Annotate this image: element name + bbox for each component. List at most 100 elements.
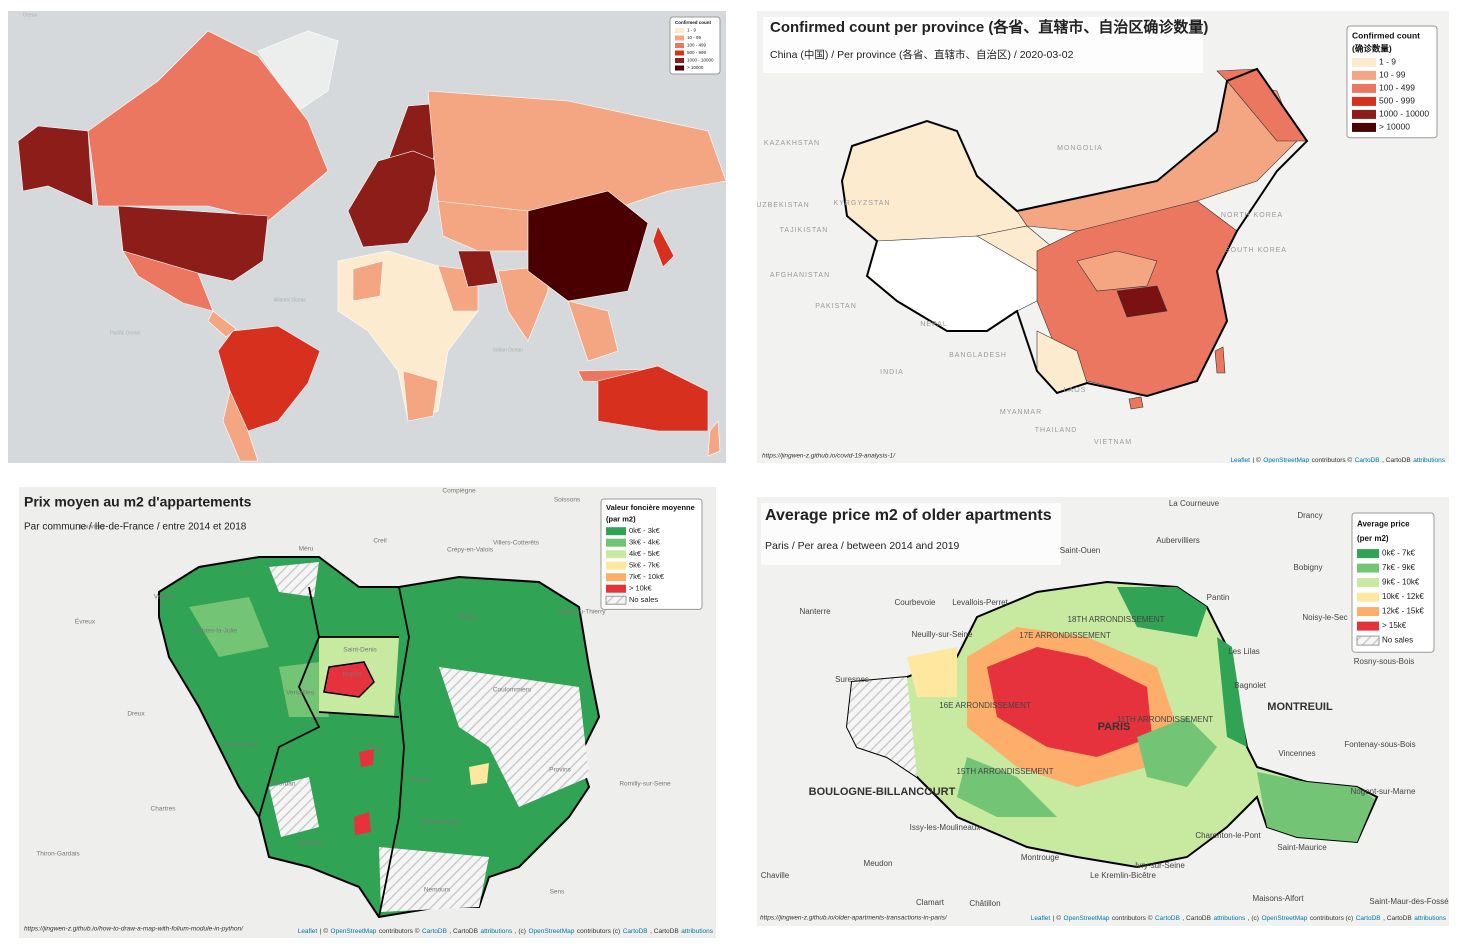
attribution-text: | © (320, 927, 328, 935)
legend-swatch (606, 527, 626, 536)
place-label: Château-Thierry (559, 609, 607, 616)
legend-swatch (1357, 563, 1379, 573)
place-label: BANGLADESH (949, 352, 1007, 359)
legend-swatch (1352, 57, 1376, 67)
place-label: 15TH ARRONDISSEMENT (957, 767, 1054, 776)
map-title: Prix moyen au m2 d'appartements (24, 494, 252, 510)
place-label: MYANMAR (1000, 409, 1042, 416)
attribution-link[interactable]: CartoDB (422, 928, 447, 935)
attribution-text: contributors © (1112, 914, 1153, 922)
legend-label: 10 - 99 (687, 35, 702, 40)
attribution-link[interactable]: Leaflet (1230, 457, 1250, 463)
place-label: Charenton-le-Pont (1195, 831, 1261, 840)
place-label: Nemours (424, 887, 451, 894)
place-label: Crépy-en-Valois (447, 547, 494, 554)
place-label: Issy-les-Moulineaux (910, 823, 981, 832)
place-label: Évreux (75, 617, 96, 626)
place-label: Mantes-la-Jolie (193, 628, 237, 635)
place-label: KAZAKHSTAN (764, 140, 820, 147)
title-box (761, 503, 1061, 565)
place-label: 17E ARRONDISSEMENT (1019, 631, 1111, 640)
legend-label: 4k€ - 5k€ (629, 549, 661, 558)
attribution-link[interactable]: OpenStreetMap (1064, 915, 1110, 922)
place-label: AFGHANISTAN (770, 272, 830, 279)
attribution-link[interactable]: CartoDB (1356, 915, 1381, 922)
attribution-link[interactable]: attributions (1213, 915, 1246, 922)
legend-label: 10k€ - 12k€ (1382, 592, 1424, 601)
attribution-link[interactable]: attributions (1414, 915, 1447, 922)
attribution-link[interactable]: attributions (1413, 457, 1446, 463)
legend-title: Valeur foncière moyenne (606, 503, 695, 512)
place-label: Bagnolet (1234, 681, 1266, 690)
attribution-link[interactable]: OpenStreetMap (528, 928, 574, 935)
attribution-link[interactable]: Leaflet (1031, 915, 1051, 922)
map-subtitle: China (中国) / Per province (各省、直辖市、自治区) /… (770, 48, 1074, 61)
china-outline (840, 67, 1309, 398)
attribution-text: , (c) (515, 928, 526, 935)
china-map: KAZAKHSTAN MONGOLIA UZBEKISTAN KYRGYZSTAN TA… (757, 11, 1449, 463)
place-label: NORTH KOREA (1221, 212, 1283, 219)
legend-label: 10 - 99 (1379, 70, 1406, 80)
place-label: Melun (411, 777, 429, 784)
legend-swatch (1352, 96, 1376, 106)
legend-swatch (1357, 578, 1379, 588)
place-label: Étampes (297, 838, 323, 847)
place-label: 11TH ARRONDISSEMENT (1117, 715, 1213, 724)
place-label: Saint-Maurice (1277, 843, 1327, 852)
legend-swatch (675, 43, 684, 48)
attribution-link[interactable]: OpenStreetMap (1261, 915, 1307, 922)
attribution-text: | © (1252, 456, 1260, 463)
legend-swatch (606, 550, 626, 559)
attribution-link[interactable]: CartoDB (1355, 457, 1380, 463)
map-subtitle: Paris / Per area / between 2014 and 2019 (765, 540, 960, 552)
place-label: Saint-Ouen (1060, 546, 1100, 555)
place-label: Romilly-sur-Seine (619, 781, 671, 788)
attribution-link[interactable]: attributions (480, 928, 513, 935)
legend-swatch (675, 28, 684, 33)
place-label: Soissons (554, 497, 581, 504)
place-label: Aubervilliers (1156, 536, 1200, 545)
legend-swatch (1356, 635, 1380, 646)
paris-map: La Courneuve Drancy Aubervilliers Saint-Oue… (757, 497, 1449, 926)
attribution-link[interactable]: CartoDB (1155, 915, 1180, 922)
place-label: Neuilly-sur-Seine (912, 630, 973, 639)
legend-label: 0k€ - 7k€ (1382, 549, 1415, 558)
legend-label: 5k€ - 7k€ (629, 561, 661, 570)
attribution-link[interactable]: Leaflet (298, 928, 318, 935)
legend-swatch (1352, 83, 1376, 93)
attribution-link[interactable]: OpenStreetMap (1263, 457, 1309, 463)
attribution-link[interactable]: CartoDB (623, 928, 648, 935)
legend-label: > 10000 (1379, 122, 1410, 132)
place-label: PARIS (1098, 721, 1131, 733)
world-map: Ocean Atlantic Ocean Pacific Ocean Indian O… (8, 11, 726, 463)
place-label: Thiron-Gardais (36, 851, 80, 858)
attribution-link[interactable]: attributions (681, 928, 714, 935)
place-label: Chaville (761, 871, 790, 880)
place-label: Bobigny (1294, 563, 1323, 572)
provinces (841, 68, 1308, 410)
legend-swatch (606, 561, 626, 570)
place-label: Ocean (23, 12, 38, 18)
place-label: PAKISTAN (815, 303, 857, 310)
place-label: Levallois-Perret (952, 598, 1008, 607)
legend-swatch (1352, 109, 1376, 119)
attribution-text: , CartoDB (1383, 915, 1412, 922)
attribution-link[interactable]: OpenStreetMap (331, 928, 377, 935)
legend-label: No sales (1382, 636, 1413, 645)
map-subtitle: Par commune / Ile-de-France / entre 2014… (24, 522, 247, 533)
legend-label: 0k€ - 3k€ (629, 526, 661, 535)
legend-title: Confirmed count (1352, 31, 1420, 41)
attribution-text: , (c) (1248, 915, 1259, 922)
source-url: https://jingwen-z.github.io/covid-19-ana… (762, 453, 896, 460)
legend-swatch (675, 50, 684, 56)
place-label: Vernon (154, 594, 175, 601)
place-label: Compiègne (442, 488, 476, 495)
place-label: VIETNAM (1094, 439, 1132, 446)
place-label: Méru (299, 546, 314, 553)
place-label: MONTREUIL (1267, 701, 1333, 713)
attribution-text: contributors © (1312, 456, 1353, 463)
place-label: Atlantic Ocean (274, 297, 307, 303)
attribution-text: , CartoDB (449, 928, 478, 935)
map-title: Average price m2 of older apartments (765, 507, 1052, 524)
